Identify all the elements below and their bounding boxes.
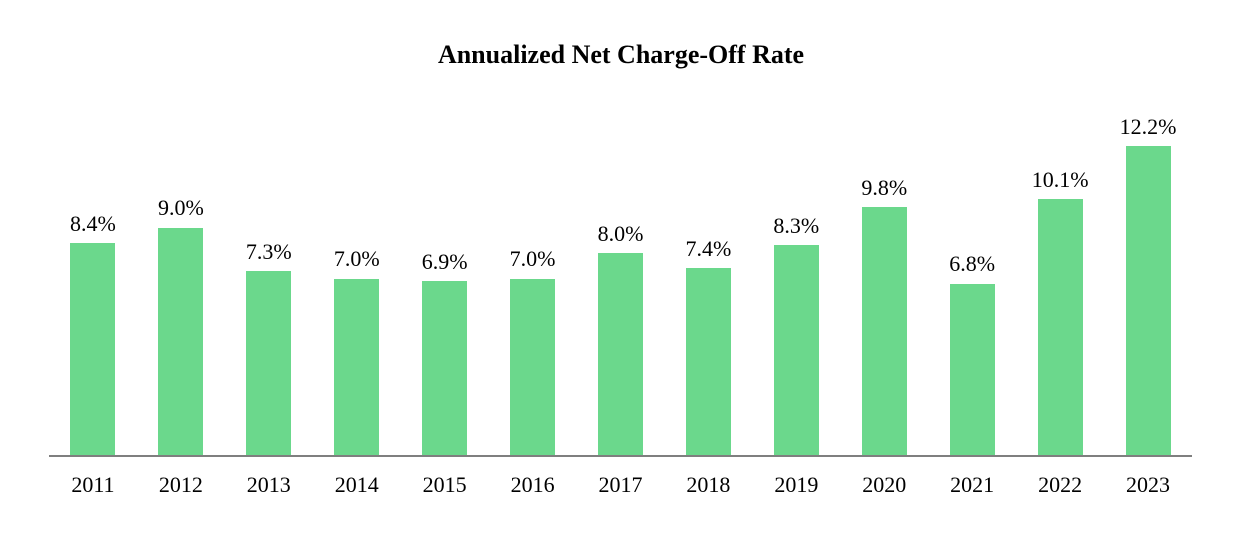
bar xyxy=(773,245,819,457)
x-tick-label: 2018 xyxy=(686,472,731,497)
bar-value-label: 10.1% xyxy=(1031,167,1089,193)
bar-column: 8.0% xyxy=(577,220,665,457)
bar-column: 7.3% xyxy=(225,238,313,457)
bar-column: 8.3% xyxy=(752,213,840,457)
bar-column: 6.8% xyxy=(928,252,1016,457)
x-ticks-row: 2011 2012 2013 2014 2015 2016 2017 2018 2019 2020… xyxy=(49,472,1192,497)
bar xyxy=(861,207,907,457)
bar-value-label: 8.4% xyxy=(70,210,116,236)
plot-area: 8.4% 9.0% 7.3% 7.0% 6.9% 7.0% 8.0% 7.4% 8.3% 9.8%… xyxy=(49,100,1192,457)
bar-value-label: 9.8% xyxy=(861,174,908,200)
bar-value-label: 6.9% xyxy=(421,248,468,274)
bar xyxy=(1125,145,1171,457)
x-tick-label: 2014 xyxy=(334,472,379,497)
x-tick-label: 2019 xyxy=(774,472,819,497)
bar xyxy=(597,253,643,457)
x-tick-label: 2012 xyxy=(158,472,203,497)
bar-column: 7.0% xyxy=(313,247,401,457)
x-tick-label: 2015 xyxy=(422,472,467,497)
bar-column: 7.0% xyxy=(489,247,577,457)
bar-value-label: 7.3% xyxy=(245,238,292,264)
bar xyxy=(158,227,204,457)
bar xyxy=(510,278,556,457)
bar-column: 8.4% xyxy=(49,210,137,457)
bar xyxy=(685,268,731,457)
x-tick-label: 2011 xyxy=(71,472,115,497)
bar xyxy=(422,281,468,457)
bar xyxy=(246,270,292,457)
x-axis-line xyxy=(49,455,1192,457)
bar-column: 9.8% xyxy=(840,174,928,457)
bar xyxy=(334,278,380,457)
bar-value-label: 6.8% xyxy=(949,251,996,277)
x-tick-label: 2013 xyxy=(246,472,291,497)
x-tick-label: 2016 xyxy=(510,472,555,497)
bar-value-label: 8.3% xyxy=(773,213,820,239)
bar-value-label: 7.4% xyxy=(685,236,732,262)
bar xyxy=(949,283,995,457)
bar xyxy=(1037,199,1083,457)
bar-column: 12.2% xyxy=(1104,113,1192,457)
x-tick-label: 2020 xyxy=(862,472,907,497)
bar-value-label: 7.0% xyxy=(333,246,380,272)
bar-value-label: 8.0% xyxy=(597,220,644,246)
x-tick-label: 2017 xyxy=(598,472,643,497)
x-tick-label: 2023 xyxy=(1126,472,1171,497)
x-tick-label: 2021 xyxy=(950,472,995,497)
bar-value-label: 12.2% xyxy=(1119,113,1177,139)
bar-column: 6.9% xyxy=(401,248,489,457)
chart-title: Annualized Net Charge-Off Rate xyxy=(437,40,805,69)
bar-column: 10.1% xyxy=(1016,168,1104,457)
bar-value-label: 9.0% xyxy=(157,195,204,221)
x-tick-label: 2022 xyxy=(1038,472,1083,497)
bar-column: 7.4% xyxy=(664,236,752,457)
bar-column: 9.0% xyxy=(137,196,225,457)
bar xyxy=(70,242,116,457)
bars-row: 8.4% 9.0% 7.3% 7.0% 6.9% 7.0% 8.0% 7.4% 8.3% 9.8%… xyxy=(49,100,1192,457)
bar-value-label: 7.0% xyxy=(509,246,556,272)
